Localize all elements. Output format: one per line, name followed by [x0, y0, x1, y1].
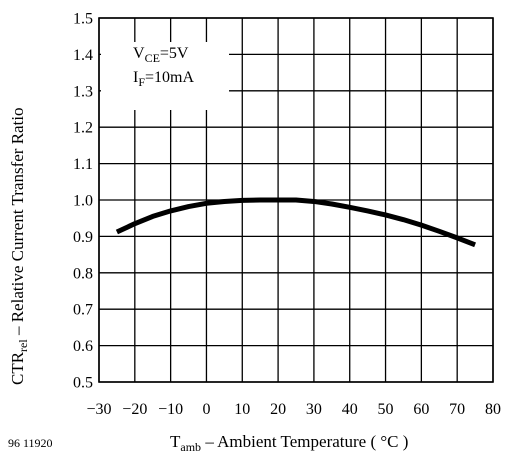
series-line	[115, 197, 476, 248]
y-tick-label: 0.6	[73, 338, 93, 355]
x-tick-label: 50	[378, 401, 394, 418]
annotation-if: IF=10mA	[133, 69, 194, 89]
x-tick-label: 40	[342, 401, 358, 418]
x-tick-label: 70	[449, 401, 465, 418]
x-tick-label: 80	[485, 401, 501, 418]
y-axis-title: CTRrel – Relative Current Transfer Ratio	[8, 107, 30, 385]
y-tick-label: 1.5	[73, 11, 93, 28]
y-tick-label: 0.8	[73, 265, 93, 282]
y-tick-labels: 0.5 0.6 0.7 0.8 0.9 1.0 1.1 1.2 1.3 1.4 1.5	[73, 11, 93, 392]
curve-layer	[115, 197, 476, 248]
figure-id: 96 11920	[8, 436, 53, 450]
annotation-vce: VCE=5V	[133, 45, 189, 65]
x-tick-labels: −30 −20 −10 0 10 20 30 40 50 60 70 80	[86, 401, 501, 418]
annotation-box: VCE=5V IF=10mA	[101, 42, 229, 110]
plot-frame	[98, 17, 494, 383]
x-tick-label: 10	[234, 401, 250, 418]
x-tick-label: 20	[270, 401, 286, 418]
x-tick-label: 60	[413, 401, 429, 418]
y-tick-label: 0.9	[73, 229, 93, 246]
y-tick-label: 1.2	[73, 120, 93, 137]
y-tick-label: 1.0	[73, 193, 93, 210]
x-tick-label: −20	[122, 401, 147, 418]
x-axis-title: Tamb – Ambient Temperature ( °C )	[170, 432, 408, 454]
y-tick-label: 1.3	[73, 83, 93, 100]
y-tick-label: 1.4	[73, 47, 93, 64]
x-tick-label: −30	[86, 401, 111, 418]
y-tick-label: 0.7	[73, 302, 93, 319]
annotation-background	[101, 42, 229, 110]
y-tick-label: 0.5	[73, 375, 93, 392]
x-tick-label: −10	[158, 401, 183, 418]
y-tick-label: 1.1	[73, 156, 93, 173]
x-tick-label: 30	[306, 401, 322, 418]
x-tick-label: 0	[202, 401, 210, 418]
